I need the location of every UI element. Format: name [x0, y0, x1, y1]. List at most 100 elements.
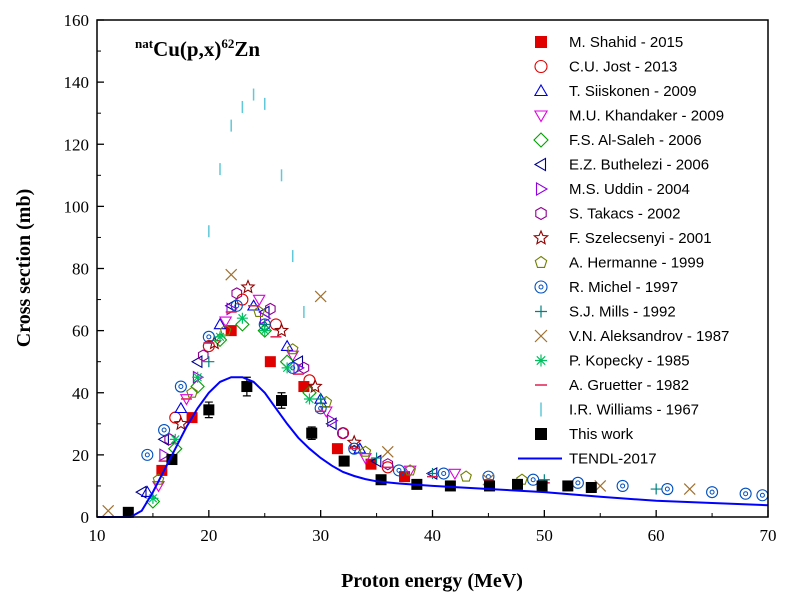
data-point	[562, 480, 574, 492]
legend-label: TENDL-2017	[569, 451, 657, 468]
x-tick-label: 70	[760, 526, 777, 545]
legend-marker	[534, 59, 548, 74]
legend-label: A. Hermanne - 1999	[569, 255, 704, 272]
data-point	[484, 480, 496, 492]
data-point	[281, 362, 293, 374]
legend-marker	[535, 181, 549, 197]
x-tick-label: 30	[312, 526, 329, 545]
y-axis-label: Cross section (mb)	[13, 189, 35, 348]
legend-label: M.U. Khandaker - 2009	[569, 108, 724, 125]
legend-label: S.J. Mills - 1992	[569, 304, 676, 321]
data-point	[253, 305, 266, 317]
series-3	[151, 294, 462, 493]
legend-item: A. Hermanne - 1999	[534, 255, 704, 272]
data-point	[273, 322, 290, 338]
y-tick-label: 40	[72, 384, 89, 403]
data-point	[399, 471, 411, 483]
legend: M. Shahid - 2015 C.U. Jost - 2013 T. Siisk…	[518, 34, 729, 468]
data-point	[371, 452, 383, 464]
data-point	[382, 458, 394, 471]
data-point	[174, 380, 187, 393]
data-point	[169, 433, 181, 445]
legend-item: A. Gruetter - 1982	[535, 377, 689, 394]
legend-item: E.Z. Buthelezi - 2006	[533, 157, 709, 174]
data-point	[403, 465, 417, 477]
data-point	[156, 464, 168, 476]
ticks-layer: 10 20 30 40 50 60 70 0 20 40 60 80 100 120 140 160	[64, 11, 777, 545]
legend-label: F.S. Al-Saleh - 2006	[569, 132, 702, 149]
data-point	[338, 455, 350, 467]
legend-marker	[533, 110, 549, 123]
legend-item: C.U. Jost - 2013	[534, 59, 677, 76]
data-point	[236, 312, 248, 324]
data-point	[286, 343, 299, 355]
y-tick-label: 140	[64, 73, 90, 92]
chart-title: natCu(p,x)62Zn	[135, 36, 260, 61]
title-main: Cu(p,x)	[153, 37, 221, 61]
data-point	[203, 404, 215, 416]
y-tick-label: 100	[64, 197, 90, 216]
legend-item: T. Siiskonen - 2009	[533, 83, 697, 100]
legend-item: M.S. Uddin - 2004	[535, 181, 690, 198]
data-point	[683, 483, 696, 495]
y-tick-label: 80	[72, 260, 89, 279]
data-point	[141, 448, 154, 461]
data-point	[174, 401, 188, 414]
data-point	[257, 323, 273, 338]
series-7	[164, 287, 394, 471]
legend-item: M. Shahid - 2015	[535, 34, 683, 51]
data-point	[616, 479, 629, 492]
data-point	[190, 379, 205, 394]
legend-item: I.R. Williams - 1967	[540, 402, 699, 419]
data-point	[265, 302, 276, 316]
data-point	[264, 356, 276, 368]
data-point	[307, 378, 323, 393]
legend-item: R. Michel - 1997	[534, 279, 678, 296]
legend-label: C.U. Jost - 2013	[569, 59, 677, 76]
series-2	[140, 299, 367, 497]
series-17	[97, 376, 769, 518]
legend-marker	[535, 305, 547, 318]
data-point	[756, 489, 769, 502]
x-tick-label: 10	[89, 526, 106, 545]
data-point	[214, 331, 226, 343]
data-point	[327, 414, 339, 428]
series-9	[152, 305, 528, 485]
data-point	[661, 482, 674, 496]
data-point	[359, 445, 372, 457]
legend-item: V.N. Aleksandrov - 1987	[534, 328, 729, 345]
data-point	[706, 486, 719, 499]
data-layer	[97, 88, 769, 518]
data-point	[536, 480, 548, 492]
legend-label: S. Takacs - 2002	[569, 206, 680, 223]
legend-label: T. Siiskonen - 2009	[569, 83, 697, 100]
legend-marker	[532, 229, 550, 245]
legend-marker	[533, 157, 547, 172]
legend-label: V.N. Aleksandrov - 1987	[569, 328, 729, 345]
data-point	[527, 473, 540, 486]
legend-marker	[535, 36, 547, 48]
data-point	[159, 448, 171, 462]
data-point	[739, 487, 752, 500]
y-tick-label: 160	[64, 11, 90, 30]
legend-label: R. Michel - 1997	[569, 279, 678, 296]
data-point	[102, 504, 115, 517]
data-point	[315, 393, 327, 405]
legend-marker	[535, 428, 547, 440]
data-point	[298, 381, 310, 393]
data-point	[358, 453, 372, 465]
data-point	[320, 395, 333, 408]
legend-label: This work	[569, 426, 634, 443]
x-tick-label: 60	[648, 526, 665, 545]
data-point	[314, 290, 327, 303]
legend-item: This work	[535, 426, 634, 443]
data-point	[331, 443, 343, 455]
series-14	[158, 305, 550, 484]
y-tick-label: 120	[64, 135, 90, 154]
y-tick-label: 60	[72, 322, 89, 341]
legend-label: E.Z. Buthelezi - 2006	[569, 157, 709, 174]
data-point	[140, 485, 154, 497]
data-point	[276, 395, 288, 407]
data-point	[225, 268, 238, 281]
